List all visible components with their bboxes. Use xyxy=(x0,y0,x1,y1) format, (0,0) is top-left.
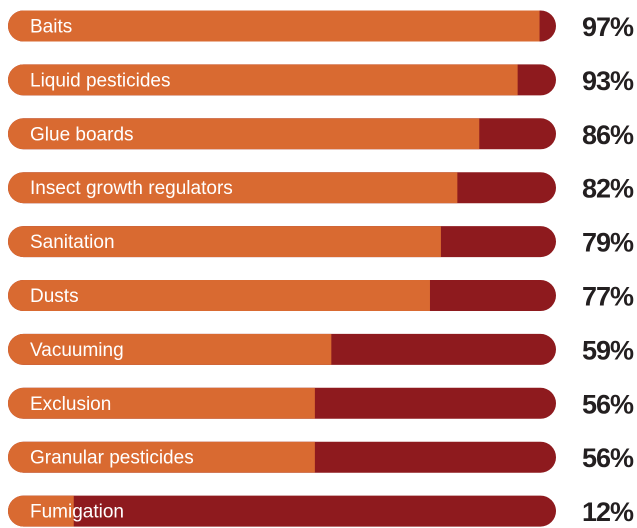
value-label: 97% xyxy=(582,12,634,42)
value-label: 12% xyxy=(582,497,634,527)
category-label: Fumigation xyxy=(30,502,124,523)
value-label: 93% xyxy=(582,66,634,96)
bar xyxy=(8,118,480,150)
category-label: Vacuuming xyxy=(30,340,124,361)
value-label: 79% xyxy=(582,228,634,258)
category-label: Exclusion xyxy=(30,394,111,415)
value-label: 82% xyxy=(582,174,634,204)
category-label: Liquid pesticides xyxy=(30,70,170,91)
value-label: 77% xyxy=(582,282,634,312)
category-label: Glue boards xyxy=(30,124,134,145)
category-label: Sanitation xyxy=(30,232,115,253)
bar xyxy=(8,441,315,473)
value-label: 86% xyxy=(582,120,634,150)
bar xyxy=(8,64,518,96)
bar xyxy=(8,226,441,258)
value-label: 56% xyxy=(582,443,634,473)
bar-track xyxy=(8,495,556,527)
bar xyxy=(8,280,430,311)
category-label: Insect growth regulators xyxy=(30,178,233,199)
category-label: Dusts xyxy=(30,286,79,307)
category-label: Granular pesticides xyxy=(30,448,194,469)
value-label: 59% xyxy=(582,335,634,365)
bar xyxy=(8,172,458,204)
value-label: 56% xyxy=(582,389,634,419)
bar xyxy=(8,333,332,365)
bar xyxy=(8,495,74,527)
bar xyxy=(8,387,315,419)
bar xyxy=(8,10,540,42)
category-label: Baits xyxy=(30,17,72,38)
